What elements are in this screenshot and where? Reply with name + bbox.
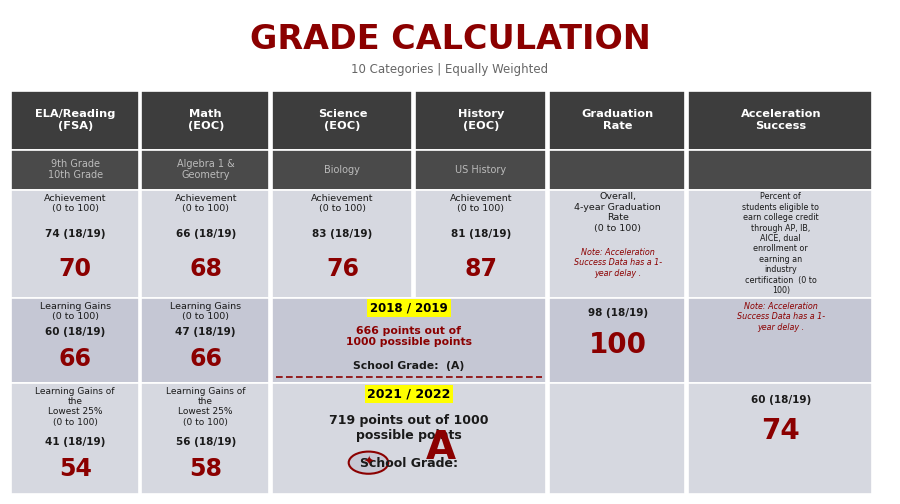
Bar: [141, 91, 269, 150]
Text: 47 (18/19): 47 (18/19): [176, 327, 236, 337]
Text: Learning Gains of
the
Lowest 25%
(0 to 100): Learning Gains of the Lowest 25% (0 to 1…: [166, 387, 246, 427]
Text: 74 (18/19): 74 (18/19): [45, 229, 105, 239]
Text: 83 (18/19): 83 (18/19): [312, 229, 373, 239]
Text: US History: US History: [455, 165, 507, 175]
Text: Graduation
Rate: Graduation Rate: [581, 109, 653, 131]
Text: Achievement
(0 to 100): Achievement (0 to 100): [44, 194, 106, 213]
Text: Learning Gains of
the
Lowest 25%
(0 to 100): Learning Gains of the Lowest 25% (0 to 1…: [35, 387, 115, 427]
Bar: [272, 383, 412, 494]
Text: 87: 87: [464, 257, 498, 281]
Circle shape: [348, 452, 388, 474]
Text: Learning Gains
(0 to 100): Learning Gains (0 to 100): [170, 302, 241, 322]
Bar: [415, 383, 546, 494]
Text: Overall,
4-year Graduation
Rate
(0 to 100): Overall, 4-year Graduation Rate (0 to 10…: [574, 193, 661, 233]
Bar: [415, 150, 546, 190]
Text: GRADE CALCULATION: GRADE CALCULATION: [249, 23, 651, 55]
Text: Achievement
(0 to 100): Achievement (0 to 100): [311, 194, 374, 213]
Bar: [11, 150, 139, 190]
Text: Achievement
(0 to 100): Achievement (0 to 100): [175, 194, 237, 213]
Bar: [688, 190, 872, 298]
Text: 100: 100: [589, 331, 646, 359]
Bar: [688, 383, 872, 494]
Text: Note: Acceleration
Success Data has a 1-
year delay .: Note: Acceleration Success Data has a 1-…: [573, 248, 661, 278]
Bar: [549, 91, 686, 150]
Bar: [272, 190, 412, 298]
Text: 60 (18/19): 60 (18/19): [45, 327, 105, 337]
Text: 98 (18/19): 98 (18/19): [588, 308, 648, 318]
Text: 76: 76: [326, 257, 359, 281]
Bar: [11, 91, 139, 150]
Text: 66 (18/19): 66 (18/19): [176, 229, 236, 239]
Bar: [11, 298, 139, 383]
Text: Achievement
(0 to 100): Achievement (0 to 100): [450, 194, 512, 213]
Text: 74: 74: [761, 417, 800, 445]
Bar: [141, 190, 269, 298]
Text: 56 (18/19): 56 (18/19): [176, 437, 236, 447]
Text: 58: 58: [189, 457, 222, 481]
Text: 2021 / 2022: 2021 / 2022: [367, 388, 451, 401]
Text: 81 (18/19): 81 (18/19): [451, 229, 511, 239]
Bar: [141, 383, 269, 494]
Text: 10 Categories | Equally Weighted: 10 Categories | Equally Weighted: [351, 63, 549, 76]
Text: School Grade:  (A): School Grade: (A): [354, 361, 464, 371]
Bar: [11, 383, 139, 494]
Text: Note: Acceleration
Success Data has a 1-
year delay .: Note: Acceleration Success Data has a 1-…: [737, 302, 824, 332]
Text: Acceleration
Success: Acceleration Success: [741, 109, 821, 131]
Bar: [272, 91, 412, 150]
Text: 66: 66: [58, 347, 92, 371]
Text: 666 points out of
1000 possible points: 666 points out of 1000 possible points: [346, 326, 472, 347]
Text: Learning Gains
(0 to 100): Learning Gains (0 to 100): [40, 302, 111, 322]
Text: History
(EOC): History (EOC): [458, 109, 504, 131]
Text: 68: 68: [189, 257, 222, 281]
Text: Science
(EOC): Science (EOC): [318, 109, 367, 131]
Text: 41 (18/19): 41 (18/19): [45, 437, 105, 447]
Text: Percent of
students eligible to
earn college credit
through AP, IB,
AICE, dual
e: Percent of students eligible to earn col…: [742, 193, 819, 295]
Bar: [688, 91, 872, 150]
Text: 9th Grade
10th Grade: 9th Grade 10th Grade: [48, 159, 103, 180]
Text: 70: 70: [58, 257, 92, 281]
Bar: [141, 150, 269, 190]
Text: School Grade:: School Grade:: [360, 457, 458, 470]
Bar: [415, 190, 546, 298]
Bar: [415, 91, 546, 150]
Bar: [272, 298, 412, 383]
Text: 60 (18/19): 60 (18/19): [751, 395, 811, 405]
Bar: [141, 298, 269, 383]
Text: ✦: ✦: [364, 455, 374, 468]
Bar: [688, 150, 872, 190]
Text: Math
(EOC): Math (EOC): [187, 109, 224, 131]
Bar: [549, 298, 686, 383]
Text: 2018 / 2019: 2018 / 2019: [370, 301, 448, 314]
Bar: [415, 298, 546, 383]
Bar: [11, 190, 139, 298]
Text: 54: 54: [58, 457, 92, 481]
Text: Biology: Biology: [325, 165, 360, 175]
Bar: [549, 150, 686, 190]
Bar: [272, 298, 546, 383]
Bar: [272, 150, 412, 190]
Text: A: A: [426, 428, 455, 467]
Bar: [549, 190, 686, 298]
Text: 66: 66: [189, 347, 222, 371]
Bar: [688, 298, 872, 383]
Bar: [549, 383, 686, 494]
Text: Algebra 1 &
Geometry: Algebra 1 & Geometry: [176, 159, 235, 180]
Text: 719 points out of 1000
possible points: 719 points out of 1000 possible points: [329, 414, 489, 443]
Text: ELA/Reading
(FSA): ELA/Reading (FSA): [35, 109, 115, 131]
Bar: [272, 383, 546, 494]
